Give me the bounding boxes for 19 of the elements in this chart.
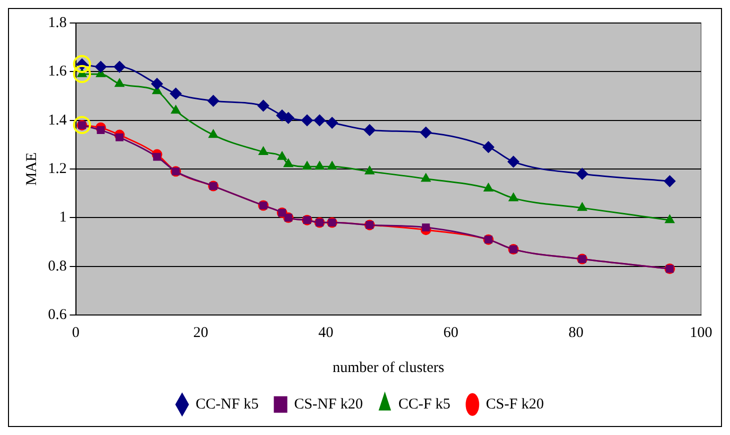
y-tick-label: 0.8 — [48, 258, 67, 274]
y-tick-label: 1.8 — [48, 14, 67, 31]
x-tick-label: 100 — [690, 324, 712, 341]
x-axis-title: number of clusters — [332, 360, 444, 376]
legend-label: CC-NF k5 — [196, 396, 259, 412]
x-tick-label: 40 — [318, 324, 334, 341]
x-tick-label: 60 — [443, 324, 458, 341]
x-tick-label: 80 — [568, 324, 584, 341]
y-tick-label: 1.6 — [48, 64, 68, 80]
legend-label: CS-F k20 — [486, 396, 544, 412]
legend-label: CC-F k5 — [398, 396, 450, 412]
y-tick-label: 0.6 — [48, 306, 68, 323]
y-tick-label: 1 — [59, 210, 67, 226]
legend-label: CS-NF k20 — [294, 396, 363, 412]
x-tick-label: 0 — [72, 324, 80, 341]
y-axis-title: MAE — [24, 152, 40, 186]
y-tick-label: 1.4 — [48, 112, 68, 128]
y-tick-label: 1.2 — [48, 160, 67, 177]
x-tick-label: 20 — [193, 324, 208, 341]
